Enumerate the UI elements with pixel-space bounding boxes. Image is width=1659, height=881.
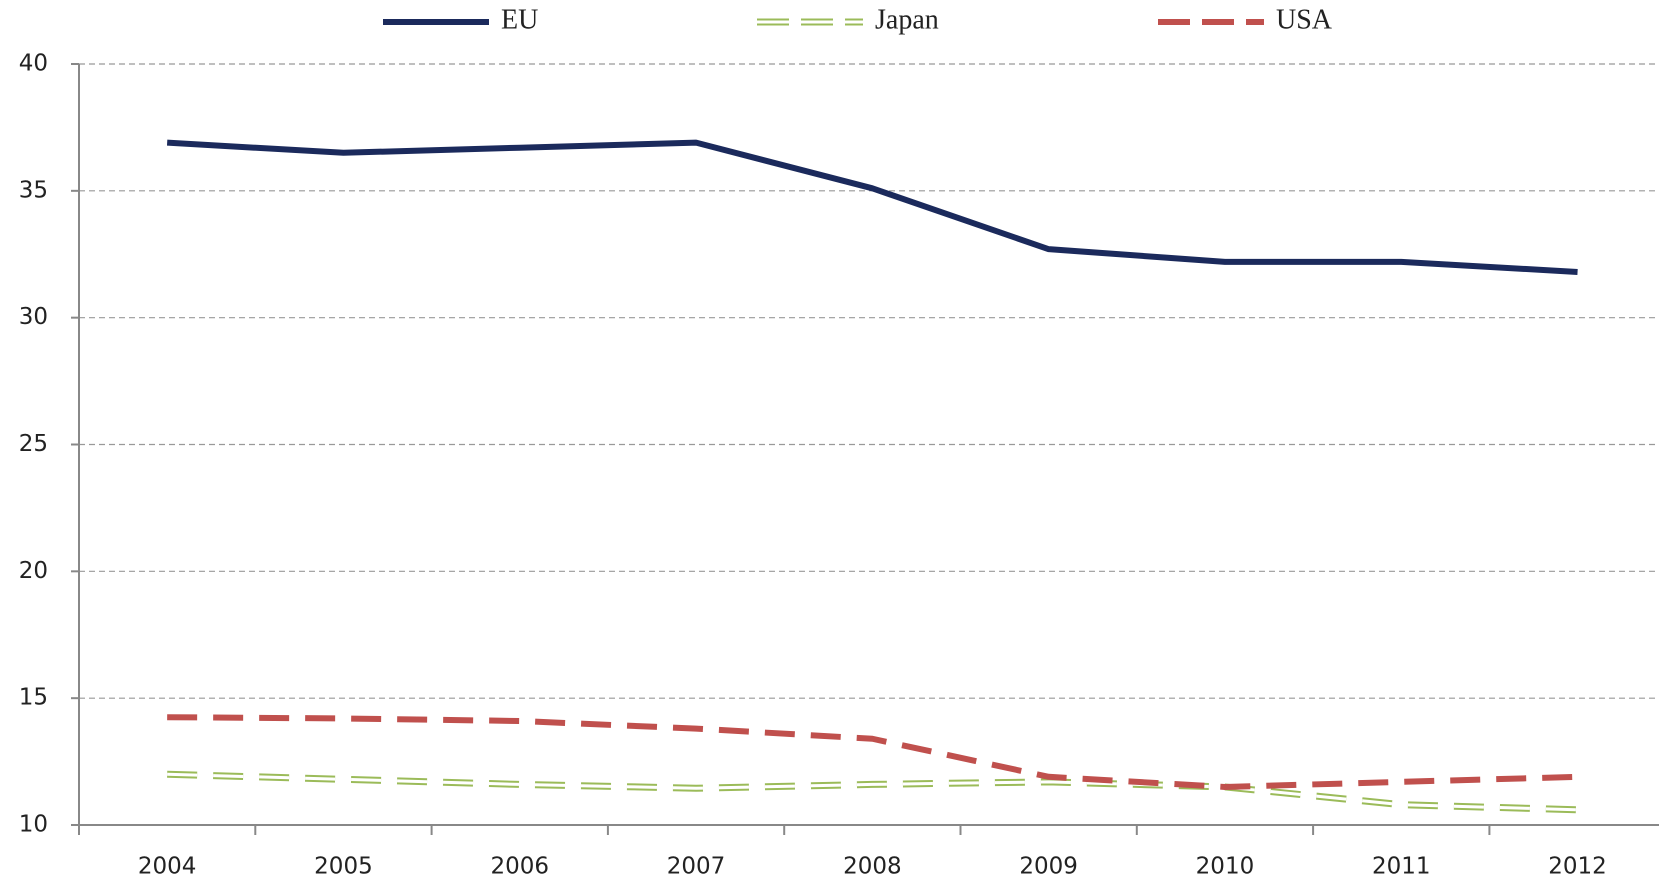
y-tick-label: 15 [19,685,48,711]
legend-label: EU [501,4,538,35]
x-tick-label: 2006 [490,854,549,880]
x-tick-label: 2009 [1019,854,1078,880]
x-tick-label: 2007 [667,854,726,880]
x-tick-label: 2005 [314,854,373,880]
legend-label: Japan [875,4,939,35]
series-line [166,139,1578,276]
y-tick-label: 30 [19,304,48,330]
x-tick-label: 2011 [1372,854,1431,880]
y-tick-label: 25 [19,431,48,457]
y-tick-label: 40 [19,51,48,77]
y-tick-label: 20 [19,558,48,584]
legend-label: USA [1276,4,1333,35]
x-tick-label: 2010 [1196,854,1255,880]
x-tick-label: 2004 [138,854,197,880]
y-tick-label: 35 [19,177,48,203]
series-line [167,714,1578,790]
x-tick-label: 2012 [1548,854,1607,880]
y-tick-label: 10 [19,812,48,838]
x-tick-label: 2008 [843,854,902,880]
series-line-inner [167,772,1578,812]
